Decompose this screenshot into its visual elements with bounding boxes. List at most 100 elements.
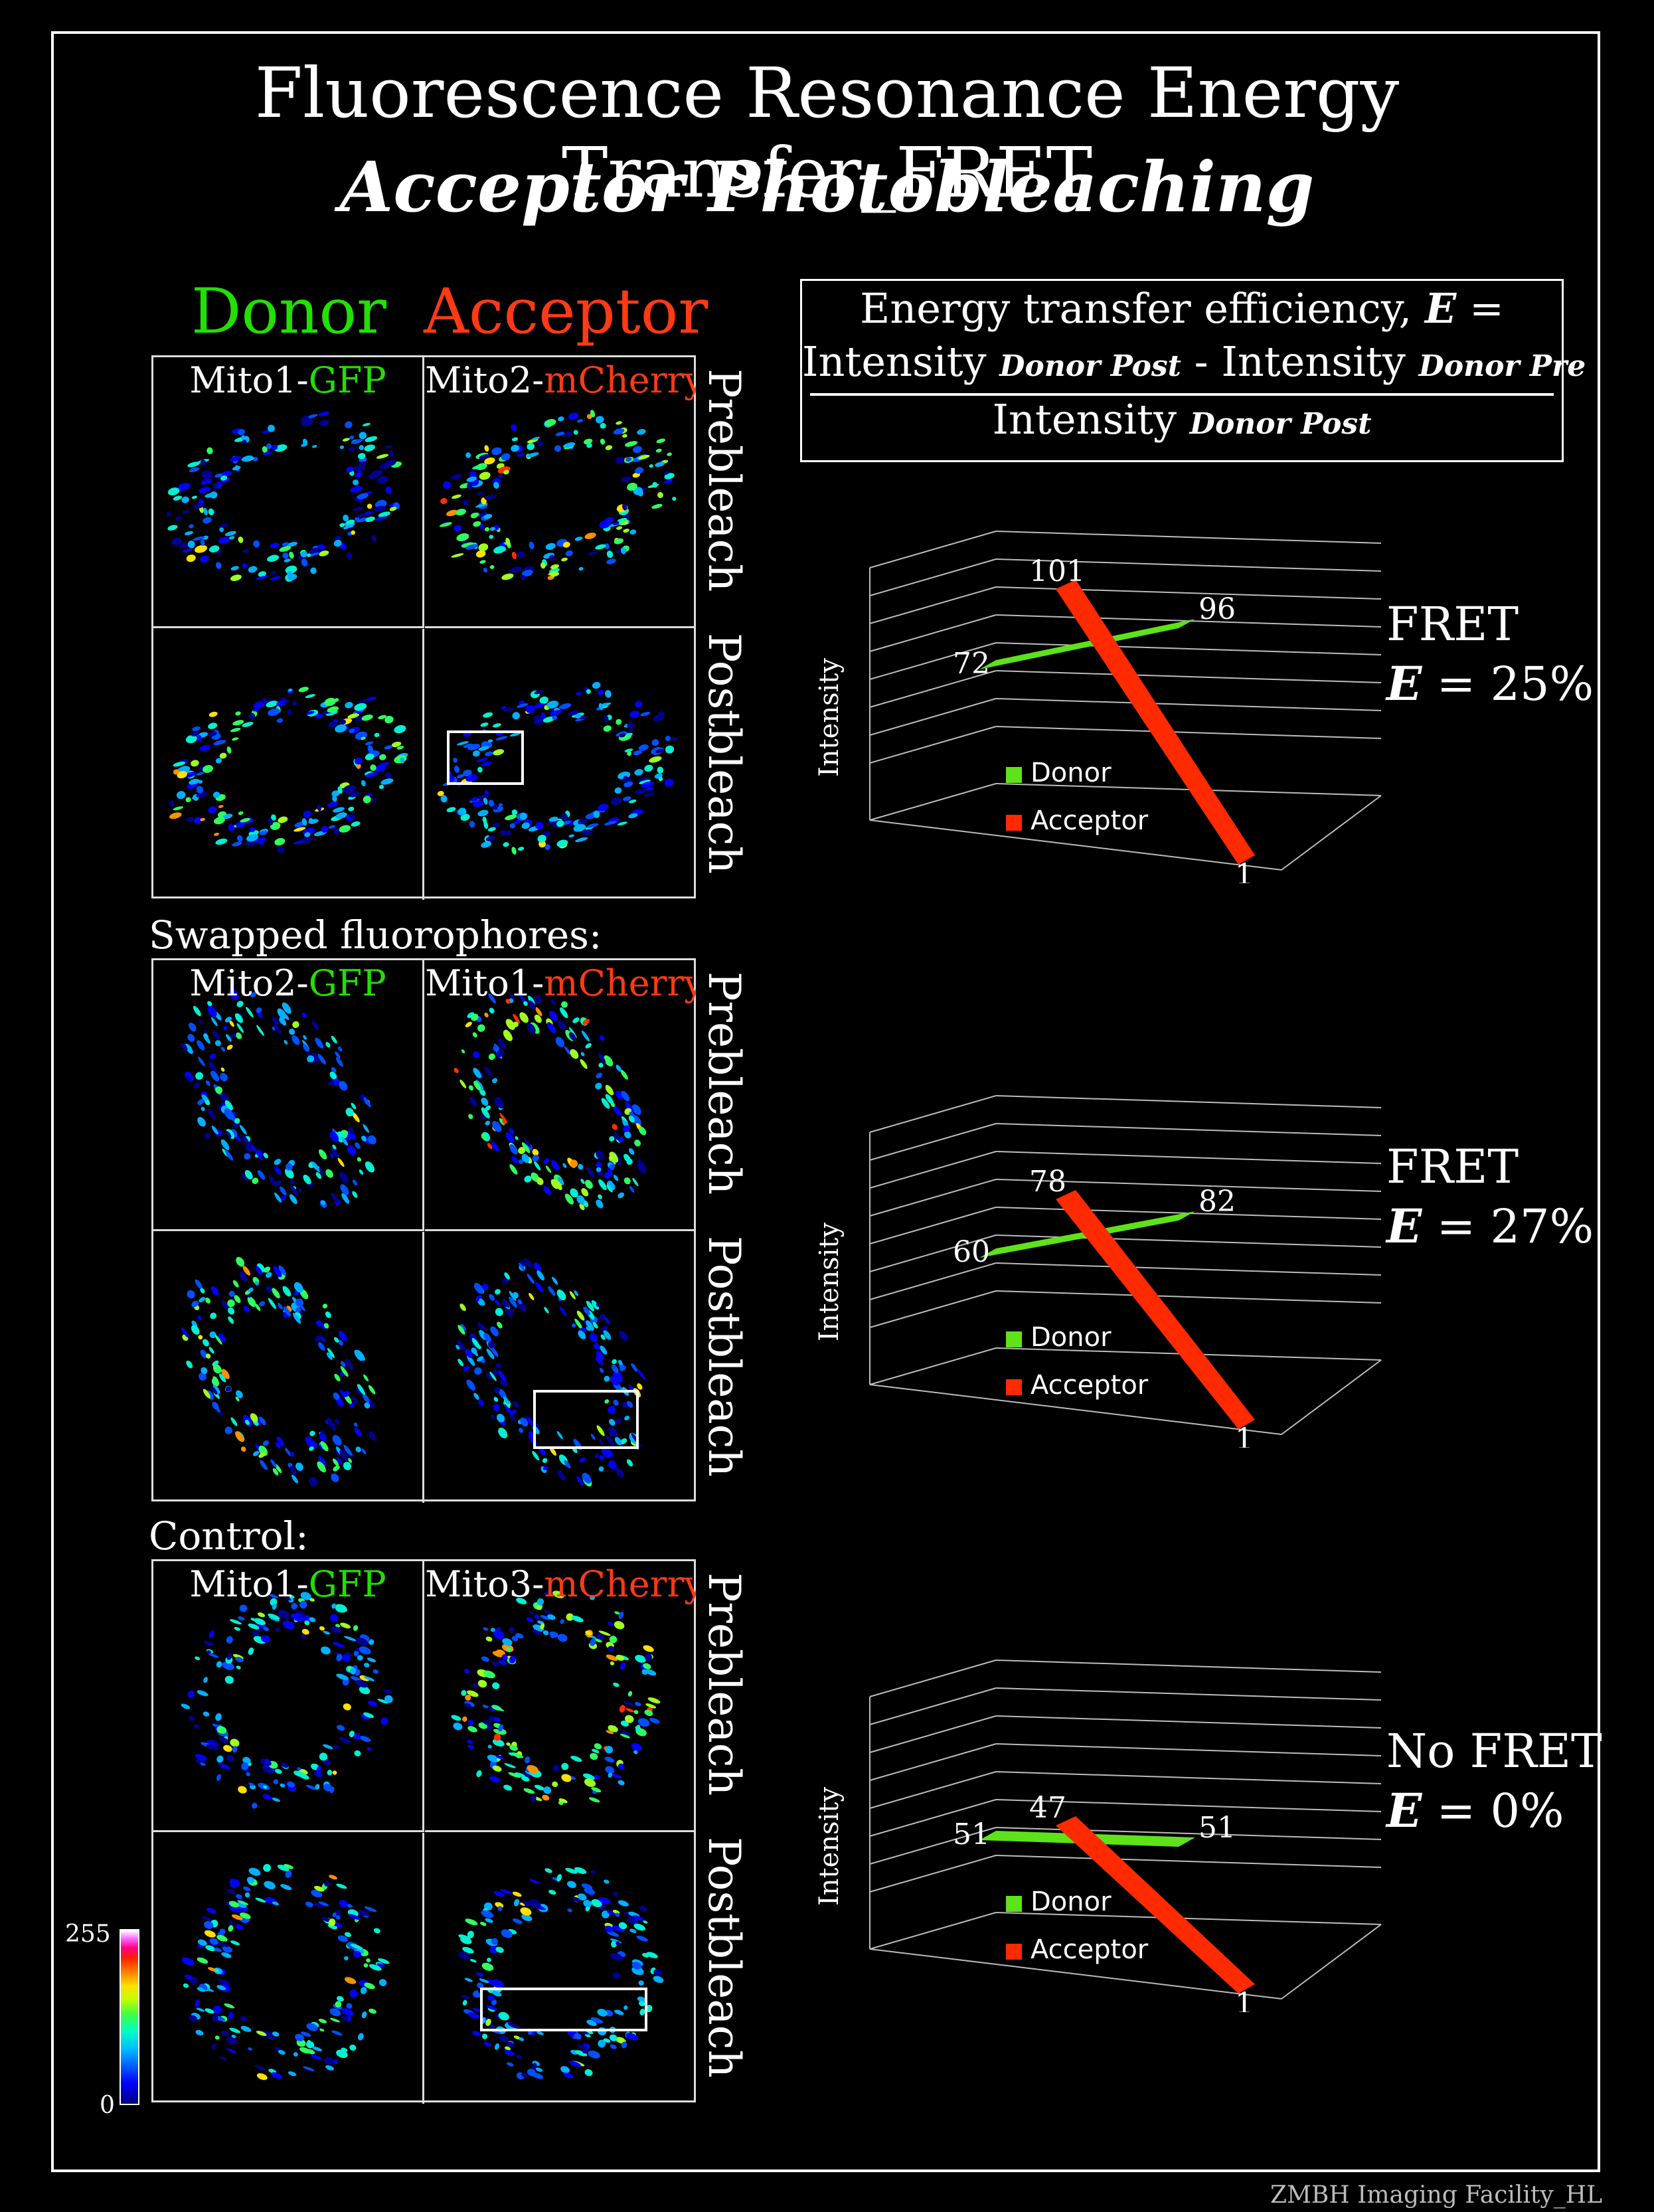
acceptor-pre-value: 47 (1029, 1791, 1066, 1825)
gridline (995, 1262, 1382, 1276)
gridline (995, 1855, 1382, 1868)
floor-edge (995, 1912, 1382, 1925)
result-2-var: E (1386, 1199, 1422, 1254)
donor-series-ribbon (979, 619, 1195, 669)
gridline (869, 1290, 997, 1328)
gridline (995, 1687, 1382, 1701)
numerator-minus: - Intensity (1181, 337, 1419, 386)
gridline (869, 642, 997, 680)
figure-frame (51, 31, 1600, 2172)
donor-construct-label: Mito2-GFP (153, 963, 422, 1004)
floor-edge (995, 783, 1382, 796)
acceptor-series-ribbon (1056, 1190, 1255, 1429)
construct-name: Mito1- (189, 359, 309, 401)
legend-swatch-acceptor (1006, 815, 1022, 831)
prebleach-row-label: Prebleach (699, 972, 750, 1195)
prebleach-row-label: Prebleach (699, 1573, 750, 1796)
floor-edge (869, 783, 997, 821)
chart-1: 72 96 101 1 Intensity Donor Acceptor (797, 511, 1394, 892)
fluorophore-name: GFP (308, 962, 386, 1004)
acceptor-header: Acceptor (424, 276, 708, 348)
result-3-label: No FRET (1386, 1724, 1602, 1778)
gridline (995, 1179, 1382, 1192)
bleach-roi-box (447, 730, 524, 785)
fluorophore-name: mCherry (544, 1563, 696, 1605)
acceptor-construct-label: Mito1-mCherry (425, 963, 696, 1004)
gridline (995, 558, 1382, 572)
acceptor-construct-label: Mito2-mCherry (425, 360, 696, 401)
gridline (995, 1715, 1382, 1729)
formula-numerator: Intensity Donor Post - Intensity Donor P… (802, 337, 1586, 390)
acceptor-postbleach-image (425, 1232, 696, 1503)
result-3-value: = 0% (1422, 1784, 1564, 1838)
fluorophore-name: GFP (308, 1563, 386, 1605)
result-1-value: = 25% (1422, 657, 1594, 711)
donor-post-value: 82 (1199, 1185, 1236, 1219)
y-axis-label: Intensity (814, 1787, 845, 1906)
formula-line1: Energy transfer efficiency, E = (802, 285, 1562, 333)
gridline (869, 1095, 997, 1133)
image-grid-1: Mito1-GFP Mito2-mCherry (151, 355, 696, 900)
acceptor-pre-value: 78 (1029, 1165, 1066, 1199)
gridline (869, 1151, 997, 1189)
result-2-label: FRET (1386, 1140, 1519, 1194)
swapped-label: Swapped fluorophores: (149, 912, 602, 958)
donor-postbleach-image (153, 1232, 424, 1503)
gridline (869, 1827, 997, 1865)
donor-postbleach-image (153, 629, 424, 900)
acceptor-series-ribbon (1056, 580, 1255, 865)
construct-name: Mito1- (189, 1563, 309, 1605)
gridline (995, 1123, 1382, 1136)
x-axis (869, 819, 1282, 871)
numerator-sub-b: Donor Pre (1418, 349, 1586, 383)
acceptor-pre-value: 101 (1029, 554, 1085, 588)
bleach-roi-box (533, 1390, 639, 1449)
gridline (869, 1179, 997, 1217)
legend-swatch-acceptor (1006, 1944, 1022, 1960)
gridline (869, 1234, 997, 1272)
donor-prebleach-image: Mito2-GFP (153, 960, 424, 1231)
acceptor-postbleach-image (425, 629, 696, 900)
donor-prebleach-image: Mito1-GFP (153, 1561, 424, 1832)
numerator-sub-a: Donor Post (999, 349, 1181, 383)
postbleach-row-label: Postbleach (699, 1837, 750, 2079)
y-axis-label: Intensity (814, 658, 845, 777)
donor-construct-label: Mito1-GFP (153, 360, 422, 401)
gridline (869, 1123, 997, 1161)
gridline (869, 1262, 997, 1300)
acceptor-post-value: 1 (1235, 1422, 1254, 1448)
gridline (869, 1855, 997, 1893)
y-axis-label: Intensity (814, 1223, 845, 1341)
gridline (869, 586, 997, 624)
donor-construct-label: Mito1-GFP (153, 1564, 422, 1605)
floor-edge (869, 1912, 997, 1950)
gridline (869, 1687, 997, 1725)
gridline (995, 1290, 1382, 1304)
result-2-value: = 27% (1422, 1199, 1594, 1254)
image-grid-3: Mito1-GFP Mito3-mCherry (151, 1559, 696, 2104)
formula-prefix: Energy transfer efficiency, (860, 284, 1425, 333)
legend-label-acceptor: Acceptor (1031, 1370, 1149, 1401)
gridline (869, 698, 997, 736)
gridline (995, 698, 1382, 711)
x-axis (869, 1948, 1282, 1999)
footer-credit: ZMBH Imaging Facility_HL (1270, 2181, 1602, 2209)
construct-name: Mito2- (425, 359, 544, 401)
donor-prebleach-image: Mito1-GFP (153, 357, 424, 628)
gridline (995, 1095, 1382, 1108)
legend-label-donor: Donor (1031, 1887, 1112, 1917)
acceptor-construct-label: Mito3-mCherry (425, 1564, 696, 1605)
construct-name: Mito2- (189, 962, 309, 1004)
legend-swatch-donor (1006, 1331, 1022, 1347)
image-grid-2: Mito2-GFP Mito1-mCherry (151, 958, 696, 1503)
donor-post-value: 96 (1199, 592, 1236, 626)
acceptor-prebleach-image: Mito2-mCherry (425, 357, 696, 628)
legend-swatch-donor (1006, 1896, 1022, 1912)
formula-variable: E (1424, 284, 1457, 333)
donor-pre-value: 51 (953, 1818, 990, 1851)
gridline (995, 531, 1382, 544)
gridline (869, 1799, 997, 1837)
acceptor-prebleach-image: Mito3-mCherry (425, 1561, 696, 1832)
construct-name: Mito3- (425, 1563, 544, 1605)
figure-subtitle: Acceptor Photobleaching (339, 146, 1315, 228)
